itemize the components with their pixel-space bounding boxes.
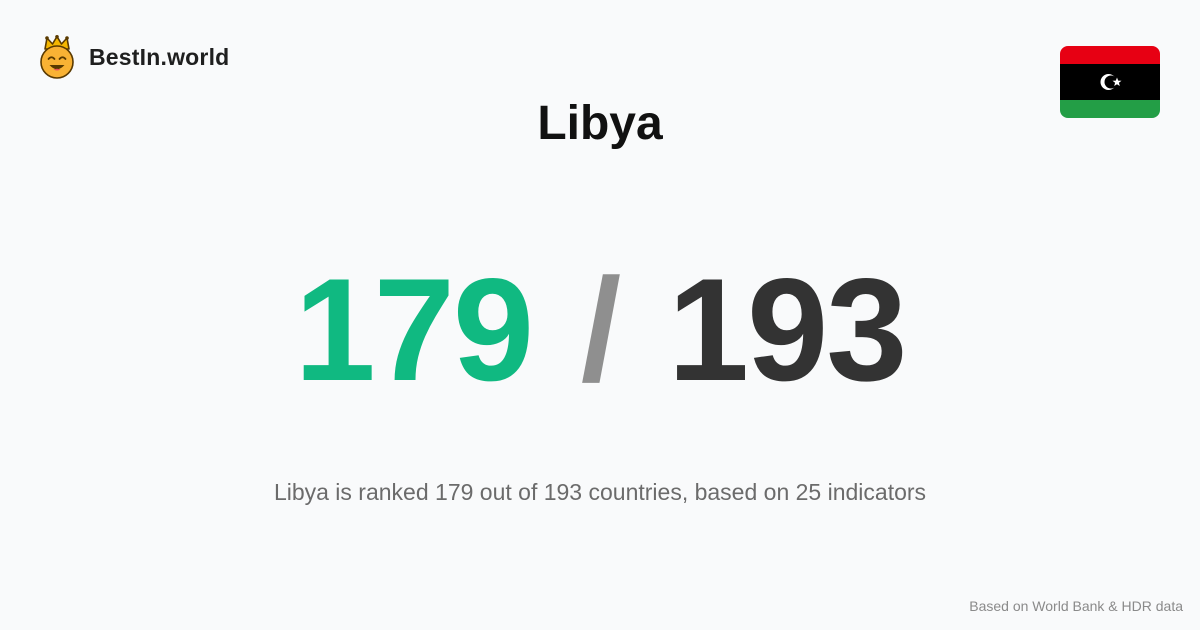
- rank-total: 193: [667, 248, 908, 411]
- rank-separator: /: [580, 248, 622, 411]
- rank-summary: Libya is ranked 179 out of 193 countries…: [273, 479, 927, 505]
- brand-name: BestIn.world: [89, 43, 230, 70]
- libya-flag-icon: [1060, 46, 1160, 118]
- rank-value: 179: [294, 248, 535, 411]
- page-title: Libya: [537, 97, 663, 150]
- brand[interactable]: BestIn.world: [38, 35, 229, 79]
- rank-display: 179 / 193: [0, 255, 1200, 405]
- data-source-note: Based on World Bank & HDR data: [969, 598, 1183, 614]
- crowned-smiley-icon: [38, 35, 76, 79]
